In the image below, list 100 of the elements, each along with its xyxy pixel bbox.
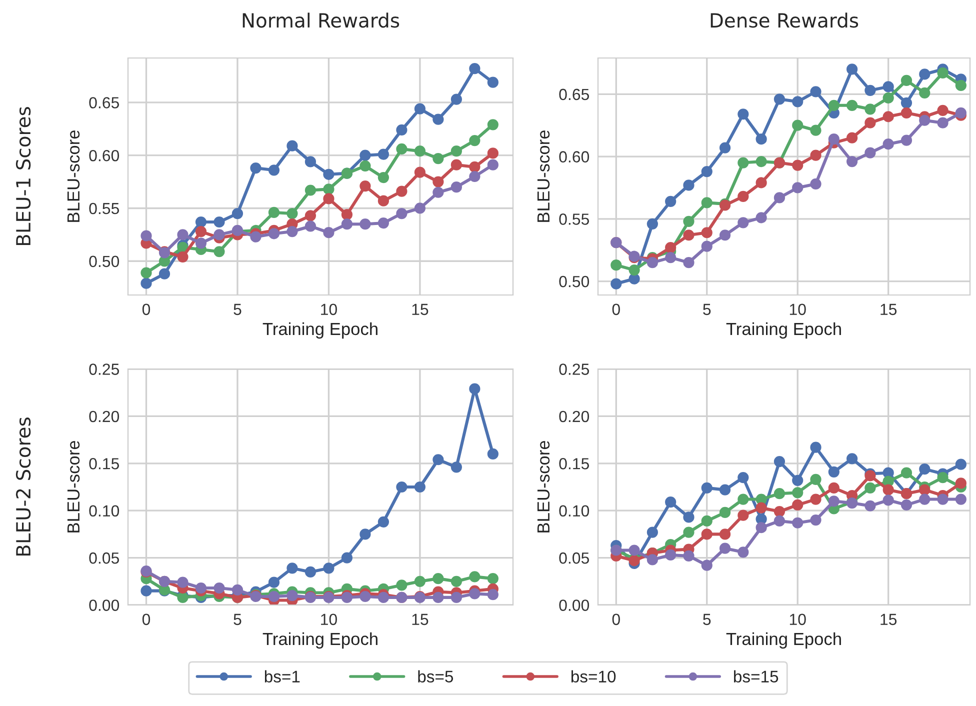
point — [177, 576, 188, 588]
point — [378, 592, 390, 604]
point — [286, 590, 298, 602]
point — [919, 484, 930, 496]
x-tick-label: 5 — [703, 304, 711, 316]
legend-label: bs=10 — [571, 670, 616, 683]
point — [323, 227, 334, 238]
legend-label: bs=1 — [264, 670, 300, 683]
point — [810, 474, 822, 486]
point — [396, 580, 408, 591]
point — [487, 148, 498, 159]
point — [882, 92, 894, 104]
point — [900, 74, 912, 86]
point — [810, 442, 822, 453]
y-tick-label: 0.60 — [559, 151, 590, 162]
point — [414, 146, 426, 157]
point — [450, 182, 462, 193]
point — [396, 124, 408, 136]
point — [738, 494, 749, 505]
y-tick-label: 0.25 — [89, 364, 119, 375]
point — [304, 156, 316, 168]
point — [683, 257, 694, 268]
point — [378, 516, 390, 528]
point — [810, 514, 822, 526]
point — [341, 209, 353, 220]
point — [341, 218, 353, 230]
point — [738, 546, 749, 558]
point — [955, 458, 966, 470]
point — [140, 267, 152, 278]
point — [900, 467, 912, 478]
point — [323, 193, 334, 204]
point — [900, 499, 912, 510]
point — [719, 528, 731, 540]
point — [919, 464, 930, 475]
point — [323, 184, 334, 195]
point — [846, 156, 858, 168]
point — [268, 206, 280, 218]
point — [919, 68, 930, 80]
point — [487, 76, 498, 88]
point — [864, 147, 876, 158]
y-tick-label: 0.10 — [559, 505, 590, 517]
y-tick-label: 0.00 — [559, 600, 590, 611]
point — [378, 148, 390, 160]
point — [195, 226, 207, 238]
point — [250, 162, 262, 174]
point — [756, 502, 767, 514]
point — [701, 197, 712, 208]
point — [701, 240, 712, 252]
point — [738, 510, 749, 521]
point — [268, 590, 280, 602]
point — [882, 494, 894, 506]
x-tick-label: 15 — [412, 304, 428, 316]
point — [701, 482, 712, 494]
point — [469, 134, 480, 146]
point — [140, 230, 152, 242]
text: BLEU-1 Scores — [16, 107, 31, 246]
chart-title: Dense Rewards — [710, 12, 858, 28]
point — [396, 143, 408, 155]
point — [792, 474, 804, 486]
y-tick-label: 0.65 — [89, 97, 119, 108]
point — [378, 218, 390, 229]
point — [774, 488, 786, 500]
point — [628, 264, 640, 276]
y-tick-label: 0.20 — [559, 410, 590, 422]
point — [378, 195, 390, 206]
point — [177, 251, 188, 262]
point — [469, 571, 480, 582]
point — [432, 454, 444, 466]
point — [158, 268, 170, 280]
point — [646, 218, 658, 230]
point — [610, 278, 622, 290]
point — [214, 246, 225, 258]
point — [738, 190, 749, 202]
x-tick-label: 10 — [790, 614, 806, 626]
point — [738, 217, 749, 228]
y-tick-label: 0.65 — [559, 88, 589, 100]
point — [665, 496, 676, 508]
point — [900, 97, 912, 108]
point — [864, 117, 876, 128]
y-tick-label: 0.60 — [89, 150, 120, 162]
point — [610, 260, 622, 271]
point — [487, 589, 498, 600]
point — [864, 500, 876, 512]
point — [937, 67, 948, 79]
point — [232, 208, 244, 220]
point — [469, 170, 480, 182]
point — [955, 80, 966, 91]
point — [487, 573, 498, 584]
point — [828, 466, 840, 478]
point — [738, 472, 749, 484]
y-axis-title: BLEU-score — [537, 440, 550, 532]
y-tick-label: 0.50 — [89, 256, 120, 268]
point — [414, 481, 426, 493]
point — [469, 588, 480, 600]
point — [828, 482, 840, 494]
point — [828, 134, 840, 145]
point — [792, 182, 804, 194]
point — [792, 120, 804, 131]
point — [846, 64, 858, 75]
point — [828, 496, 840, 507]
